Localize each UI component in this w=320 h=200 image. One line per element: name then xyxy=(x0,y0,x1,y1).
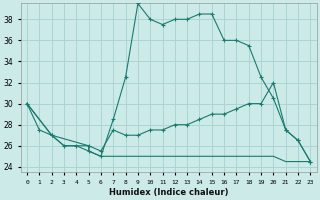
X-axis label: Humidex (Indice chaleur): Humidex (Indice chaleur) xyxy=(109,188,228,197)
